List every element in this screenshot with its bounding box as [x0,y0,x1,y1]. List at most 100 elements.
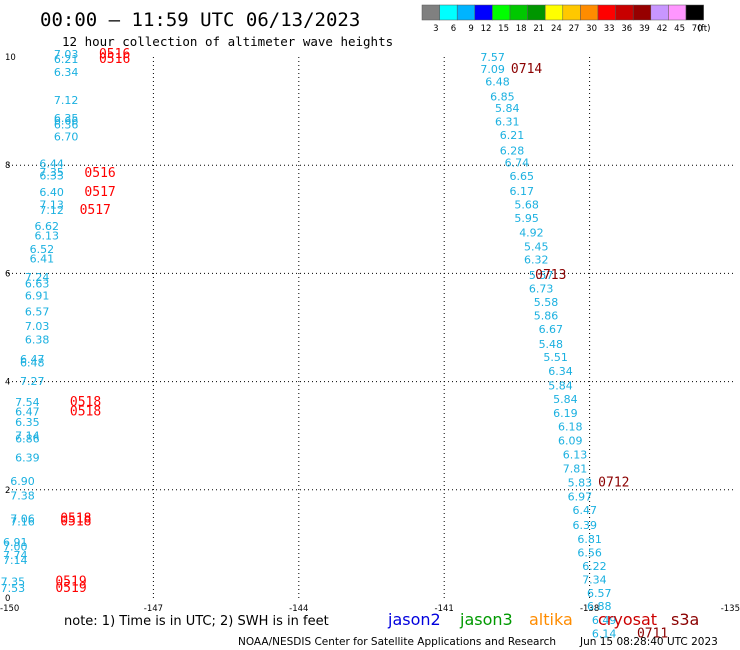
swh-value-label: 5.58 [534,296,559,309]
swh-value-label: 7.54 [15,396,40,409]
x-tick-label: -135 [721,604,740,614]
swh-value-label: 5.57 [529,269,554,282]
swh-value-label: 7.35 [39,166,64,179]
swh-value-label: 5.84 [548,380,573,393]
swh-value-label: 6.47 [573,504,598,517]
swh-value-label: 6.34 [54,66,79,79]
swh-value-label: 6.57 [25,306,50,319]
swh-value-label: 6.38 [25,334,50,347]
x-axis-ticks: -150 -147 -144 -141 -138 -135 [0,604,740,614]
swh-value-label: 7.13 [39,198,64,211]
color-scale-swatch [421,4,440,21]
swh-value-label: 5.86 [534,309,559,322]
pass-time-label: 0713 [535,268,566,283]
swh-value-label: 7.34 [582,573,607,586]
color-scale-legend: 3 6 9 12 15 18 21 24 27 30 33 36 39 42 45 70(ft) [421,4,710,34]
color-scale-swatch [580,4,599,21]
color-scale-label: 12 [481,24,492,34]
color-scale-label: 33 [604,24,615,34]
color-scale-swatch [509,4,528,21]
swh-value-label: 7.24 [25,271,50,284]
swh-value-label: 6.48 [485,76,510,89]
swh-value-label: 6.36 [54,118,79,131]
swh-value-label: 6.13 [35,229,60,242]
pass-time-label: 0518 [60,515,91,530]
swh-value-label: 6.40 [39,186,64,199]
swh-value-label: 6.18 [558,420,583,433]
x-tick-label: -138 [580,604,599,614]
swh-value-label: 5.84 [553,393,578,406]
swh-value-label: 6.67 [539,323,564,336]
swh-value-label: 6.13 [563,448,588,461]
pass-time-label: 0516 [99,52,130,67]
color-scale-label: 6 [451,24,456,34]
pass-time-label: 0517 [80,203,111,218]
color-scale-swatch [597,4,616,21]
swh-value-label: 6.97 [568,491,593,504]
x-tick-label: -144 [289,604,308,614]
pass-time-label: 0518 [60,511,91,526]
swh-value-label: 4.92 [519,227,544,240]
swh-value-label: 7.09 [480,63,505,76]
swh-value-label: 6.32 [524,254,549,267]
swh-value-labels: 7.036.216.347.126.356.666.366.706.447.35… [1,48,617,640]
swh-value-label: 7.06 [10,512,35,525]
swh-value-label: 6.62 [35,220,60,233]
swh-value-label: 6.74 [505,156,530,169]
swh-value-label: 6.49 [592,614,617,627]
color-scale-label: 36 [621,24,632,34]
color-scale-label: 27 [569,24,580,34]
color-scale-swatch [685,4,704,21]
pass-time-label: 0711 [637,626,668,641]
color-scale-label: 3 [433,24,438,34]
swh-value-label: 7.12 [39,204,64,217]
pass-time-label: 0519 [55,575,86,590]
swh-value-label: 7.12 [54,94,79,107]
x-tick-label: -147 [144,604,163,614]
color-scale-label: 21 [533,24,544,34]
color-scale-label: 70 [692,24,703,34]
swh-value-label: 6.88 [587,600,612,613]
swh-value-label: 5.45 [524,241,549,254]
pass-time-labels: 0516051607140516051705170713051805180712… [55,47,668,641]
swh-value-label: 6.47 [15,406,40,419]
color-scale-label: 24 [551,24,562,34]
swh-value-label: 7.38 [10,490,35,503]
color-scale-swatch [562,4,581,21]
swh-value-label: 7.14 [15,429,40,442]
swh-value-label: 6.39 [15,452,40,465]
pass-time-label: 0712 [598,476,629,491]
swh-value-label: 6.28 [500,144,525,157]
y-tick-label: 8 [5,161,10,171]
swh-value-label: 6.19 [553,407,578,420]
swh-value-label: 6.35 [15,416,40,429]
color-scale-label: 18 [516,24,527,34]
swh-value-label: 6.65 [509,170,534,183]
satellite-name: cryosat [598,610,657,629]
swh-value-label: 7.74 [3,549,28,562]
swh-value-label: 5.84 [495,102,520,115]
swh-value-label: 6.52 [30,243,55,256]
color-scale-swatch [492,4,511,21]
footer-timestamp: Jun 15 08:28:40 UTC 2023 [579,636,718,648]
swh-value-label: 6.56 [577,546,602,559]
y-axis-ticks: 0 2 4 6 8 10 [5,53,16,604]
swh-value-label: 6.21 [54,53,79,66]
footer-credit: NOAA/NESDIS Center for Satellite Applica… [238,636,556,648]
satellite-name: altika [529,610,573,629]
swh-value-label: 6.90 [10,475,35,488]
swh-value-label: 7.14 [3,554,28,567]
color-scale-swatch [456,4,476,21]
chart-subtitle: 12 hour collection of altimeter wave hei… [62,34,393,49]
satellite-name: jason2 [387,610,441,629]
x-tick-label: -150 [0,604,19,614]
swh-value-label: 7.57 [480,51,505,64]
satellite-name: s3a [671,610,699,629]
pass-time-label: 0516 [84,166,115,181]
y-tick-label: 0 [5,594,10,604]
swh-value-label: 7.53 [1,582,26,595]
swh-value-label: 6.35 [54,112,79,125]
satellite-name: jason3 [459,610,513,629]
chart-grid [8,57,735,598]
pass-time-label: 0518 [70,405,101,420]
